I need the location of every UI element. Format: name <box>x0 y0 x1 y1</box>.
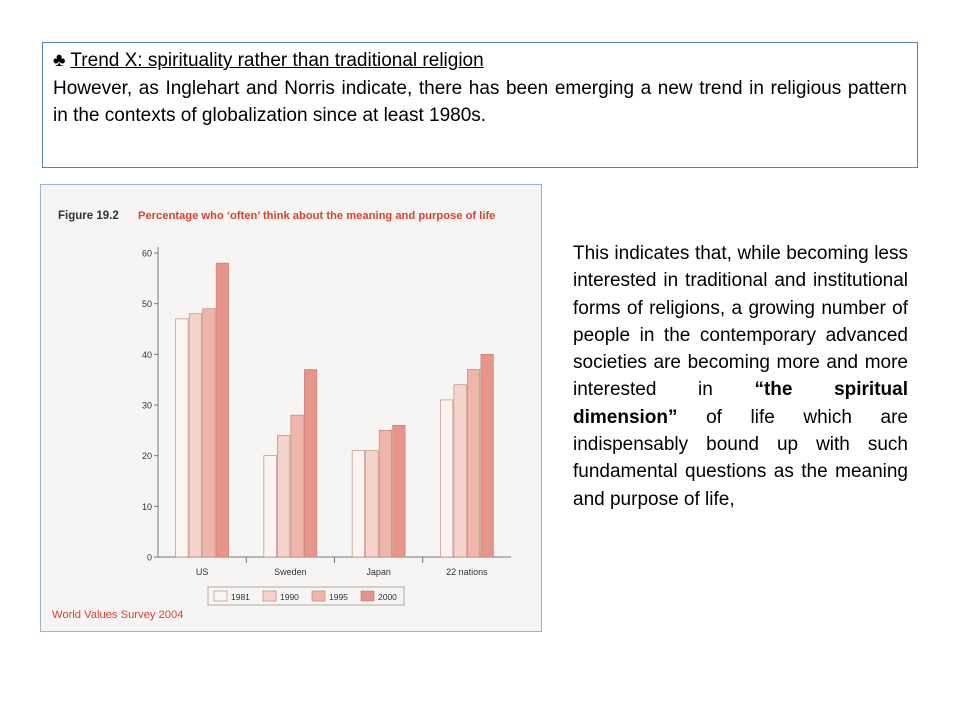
bar-1990 <box>365 450 379 558</box>
chart-source: World Values Survey 2004 <box>52 609 183 621</box>
y-tick-label: 40 <box>142 350 152 360</box>
x-category-label: Japan <box>366 567 391 577</box>
bar-2000 <box>392 424 406 558</box>
bar-1981 <box>263 455 277 558</box>
bar-2000 <box>480 354 494 558</box>
legend-label-2000: 2000 <box>378 592 397 602</box>
bar-1981 <box>175 318 189 558</box>
spiritual-dimension-emphasis: “the spiritual dimension” <box>573 379 908 428</box>
legend-swatch-2000 <box>360 590 375 602</box>
y-tick-label: 60 <box>142 249 152 259</box>
chart-title: Percentage who ‘often’ think about the m… <box>138 210 495 222</box>
bar-2000 <box>215 262 229 558</box>
bar-1995 <box>467 369 481 558</box>
bar-2000 <box>304 369 318 558</box>
x-category-label: US <box>196 567 209 577</box>
legend-swatch-1981 <box>213 590 228 602</box>
bar-1981 <box>351 450 365 558</box>
y-tick-label: 0 <box>147 553 152 563</box>
x-category-label: Sweden <box>274 567 307 577</box>
y-tick-label: 20 <box>142 451 152 461</box>
intro-paragraph: However, as Inglehart and Norris indicat… <box>53 78 907 126</box>
club-bullet-icon: ♣ <box>53 50 66 71</box>
y-tick-label: 50 <box>142 299 152 309</box>
intro-box: ♣ Trend X: spirituality rather than trad… <box>42 42 918 168</box>
bar-chart: Figure 19.2 Percentage who ‘often’ think … <box>52 210 511 621</box>
legend-swatch-1990 <box>262 590 277 602</box>
trend-heading: ♣ Trend X: spirituality rather than trad… <box>53 49 907 73</box>
y-tick-label: 10 <box>142 502 152 512</box>
bar-1981 <box>440 399 454 558</box>
side-text-part2: of life which are indispensably bound up… <box>573 406 908 510</box>
side-text-part1: This indicates that, while becoming less… <box>573 243 908 401</box>
bar-1995 <box>202 308 216 558</box>
side-paragraph: This indicates that, while becoming less… <box>573 240 908 513</box>
chart-figure: Figure 19.2 Percentage who ‘often’ think … <box>40 184 542 632</box>
x-category-label: 22 nations <box>446 567 488 577</box>
bar-1995 <box>378 430 392 558</box>
trend-title: Trend X: spirituality rather than tradit… <box>70 50 484 71</box>
legend-box <box>207 586 405 606</box>
legend-label-1981: 1981 <box>231 592 250 602</box>
legend-swatch-1995 <box>311 590 326 602</box>
bar-1990 <box>277 435 291 558</box>
legend-label-1995: 1995 <box>329 592 348 602</box>
bar-1990 <box>188 313 202 558</box>
y-tick-label: 30 <box>142 401 152 411</box>
figure-label: Figure 19.2 <box>58 210 119 222</box>
bar-1995 <box>290 414 304 558</box>
legend-label-1990: 1990 <box>280 592 299 602</box>
bar-1990 <box>453 384 467 558</box>
